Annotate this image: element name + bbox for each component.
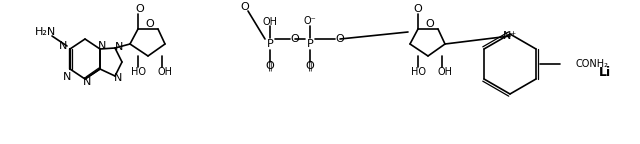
Text: P: P — [267, 39, 273, 49]
Text: O: O — [426, 19, 435, 29]
Text: ‖: ‖ — [268, 61, 273, 71]
Text: P: P — [307, 39, 314, 49]
Text: CONH₂: CONH₂ — [575, 59, 608, 69]
Text: OH: OH — [262, 17, 278, 27]
Text: N: N — [59, 41, 67, 51]
Text: OH: OH — [157, 67, 173, 77]
Text: O: O — [241, 2, 250, 12]
Text: O: O — [146, 19, 154, 29]
Text: N: N — [63, 72, 71, 82]
Text: O: O — [306, 61, 314, 71]
Text: ‖: ‖ — [308, 61, 312, 71]
Text: O⁻: O⁻ — [303, 16, 316, 26]
Text: HO: HO — [131, 67, 145, 77]
Text: N: N — [83, 77, 91, 87]
Text: O: O — [335, 34, 344, 44]
Text: HO: HO — [410, 67, 426, 77]
Text: H₂N: H₂N — [35, 27, 56, 37]
Text: O: O — [413, 4, 422, 14]
Text: N⁺: N⁺ — [503, 31, 517, 41]
Text: N: N — [114, 73, 122, 83]
Text: Li: Li — [599, 66, 611, 78]
Text: N: N — [98, 41, 106, 51]
Text: O: O — [266, 61, 275, 71]
Text: O: O — [136, 4, 145, 14]
Text: N: N — [115, 42, 123, 52]
Text: O: O — [291, 34, 300, 44]
Text: OH: OH — [438, 67, 452, 77]
